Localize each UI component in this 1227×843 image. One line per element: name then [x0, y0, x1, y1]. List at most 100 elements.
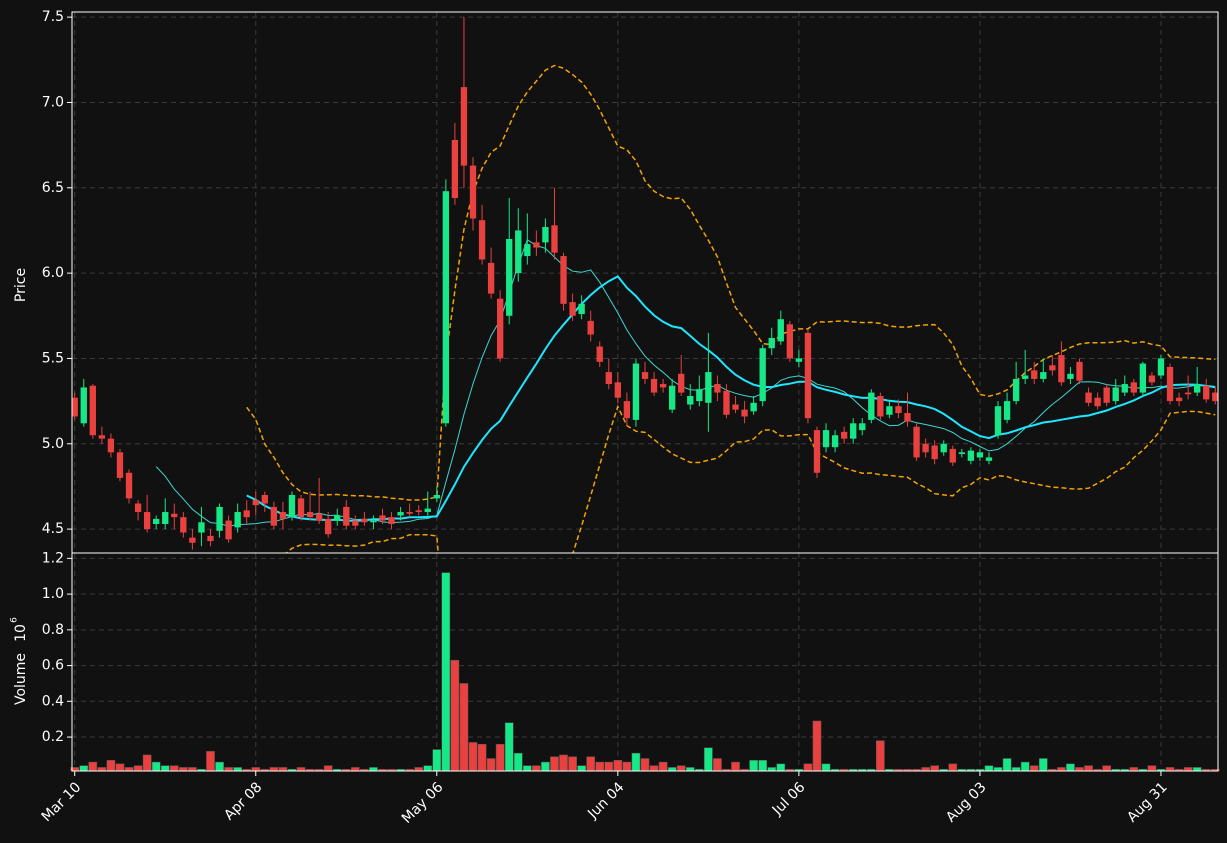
candle-body	[433, 494, 440, 499]
candle-body	[922, 443, 929, 453]
volume-bar	[106, 760, 116, 772]
volume-bar	[1147, 765, 1157, 772]
candle-body	[1139, 363, 1147, 393]
bollinger-band	[285, 404, 1216, 553]
candle-body	[379, 515, 386, 521]
volume-bar	[79, 765, 89, 772]
candle-body	[850, 423, 857, 439]
candle-body	[678, 373, 685, 393]
moving-average	[155, 239, 1216, 527]
volume-bar	[215, 761, 224, 772]
candle-body	[1040, 372, 1047, 379]
volume-bar	[685, 767, 695, 772]
candle-body	[741, 409, 748, 417]
volume-bar	[948, 763, 958, 772]
candle-body	[732, 404, 739, 410]
volume-bar	[758, 760, 768, 772]
candle-body	[153, 518, 160, 524]
candle-body	[261, 494, 268, 504]
candle-body	[1049, 365, 1056, 371]
volume-bar	[296, 767, 306, 772]
candle-body	[189, 537, 196, 543]
candle-body	[397, 512, 404, 516]
candle-body	[1112, 387, 1119, 402]
volume-bar	[704, 747, 713, 772]
y-tick-label: 5.5	[42, 350, 64, 366]
candle-body	[198, 522, 205, 533]
y-tick-label: 0.8	[42, 622, 64, 638]
y-tick-label: 5.0	[42, 436, 64, 452]
candle-body	[524, 244, 531, 257]
candle-body	[460, 87, 468, 166]
volume-bar	[821, 763, 831, 772]
candle-body	[1203, 385, 1210, 400]
candle-body	[723, 390, 730, 415]
volume-bar	[984, 765, 994, 772]
volume-bar	[568, 756, 577, 772]
y-tick-label: 4.5	[42, 521, 64, 537]
candle-body	[478, 220, 486, 260]
candle-body	[180, 517, 187, 533]
volume-bar	[504, 722, 514, 772]
volume-bar	[1057, 767, 1066, 772]
volume-bar	[604, 761, 614, 772]
volume-bar	[1075, 767, 1084, 772]
volume-bar	[1020, 761, 1030, 772]
candle-body	[759, 348, 766, 402]
candle-body	[659, 384, 667, 388]
volume-bar	[251, 767, 261, 772]
candle-body	[705, 372, 712, 403]
volume-bar	[224, 767, 233, 772]
volume-bar	[133, 765, 143, 772]
volume-bar	[522, 765, 532, 772]
candle-body	[343, 506, 350, 526]
volume-bar	[613, 760, 623, 772]
candle-body	[696, 389, 703, 402]
volume-bar	[441, 572, 451, 772]
candle-body	[1103, 387, 1110, 403]
volume-bar	[667, 767, 677, 772]
candle-body	[886, 406, 893, 415]
volume-bar	[749, 760, 758, 772]
candle-body	[1003, 401, 1011, 420]
candle-body	[171, 513, 178, 518]
candle-body	[487, 262, 495, 294]
volume-bar	[876, 740, 885, 772]
candle-body	[80, 387, 87, 424]
volume-bar	[676, 765, 686, 772]
volume-bar	[767, 767, 777, 772]
candle-body	[822, 430, 830, 448]
candle-body	[125, 472, 133, 499]
candle-body	[1194, 384, 1201, 393]
candle-body	[668, 385, 676, 410]
candle-body	[325, 518, 332, 535]
y-tick-label: 0.4	[42, 693, 64, 709]
volume-bar	[206, 751, 215, 772]
volume-bar	[595, 761, 605, 772]
candle-body	[1085, 392, 1092, 403]
y-tick-label: 1.0	[42, 586, 64, 602]
candle-body	[143, 512, 151, 530]
candle-body	[98, 435, 106, 439]
candle-body	[605, 372, 612, 385]
volume-bar	[450, 659, 460, 772]
volume-bar	[921, 767, 930, 772]
candle-body	[877, 395, 884, 417]
candle-body	[904, 413, 911, 422]
candle-body	[162, 512, 169, 524]
volume-bar	[142, 754, 152, 772]
y-tick-label: 0.2	[42, 729, 64, 745]
volume-bar	[930, 765, 939, 772]
candle-body	[813, 430, 821, 473]
candle-body	[569, 302, 576, 316]
candle-body	[795, 358, 803, 362]
candle-body	[985, 457, 993, 461]
volume-bar	[1129, 767, 1139, 772]
volume-bar	[803, 763, 813, 772]
volume-frame	[71, 552, 1219, 772]
volume-bar	[468, 742, 478, 772]
y-axis-label: Price	[13, 268, 29, 302]
candle-body	[288, 494, 296, 518]
candle-body	[650, 378, 658, 393]
